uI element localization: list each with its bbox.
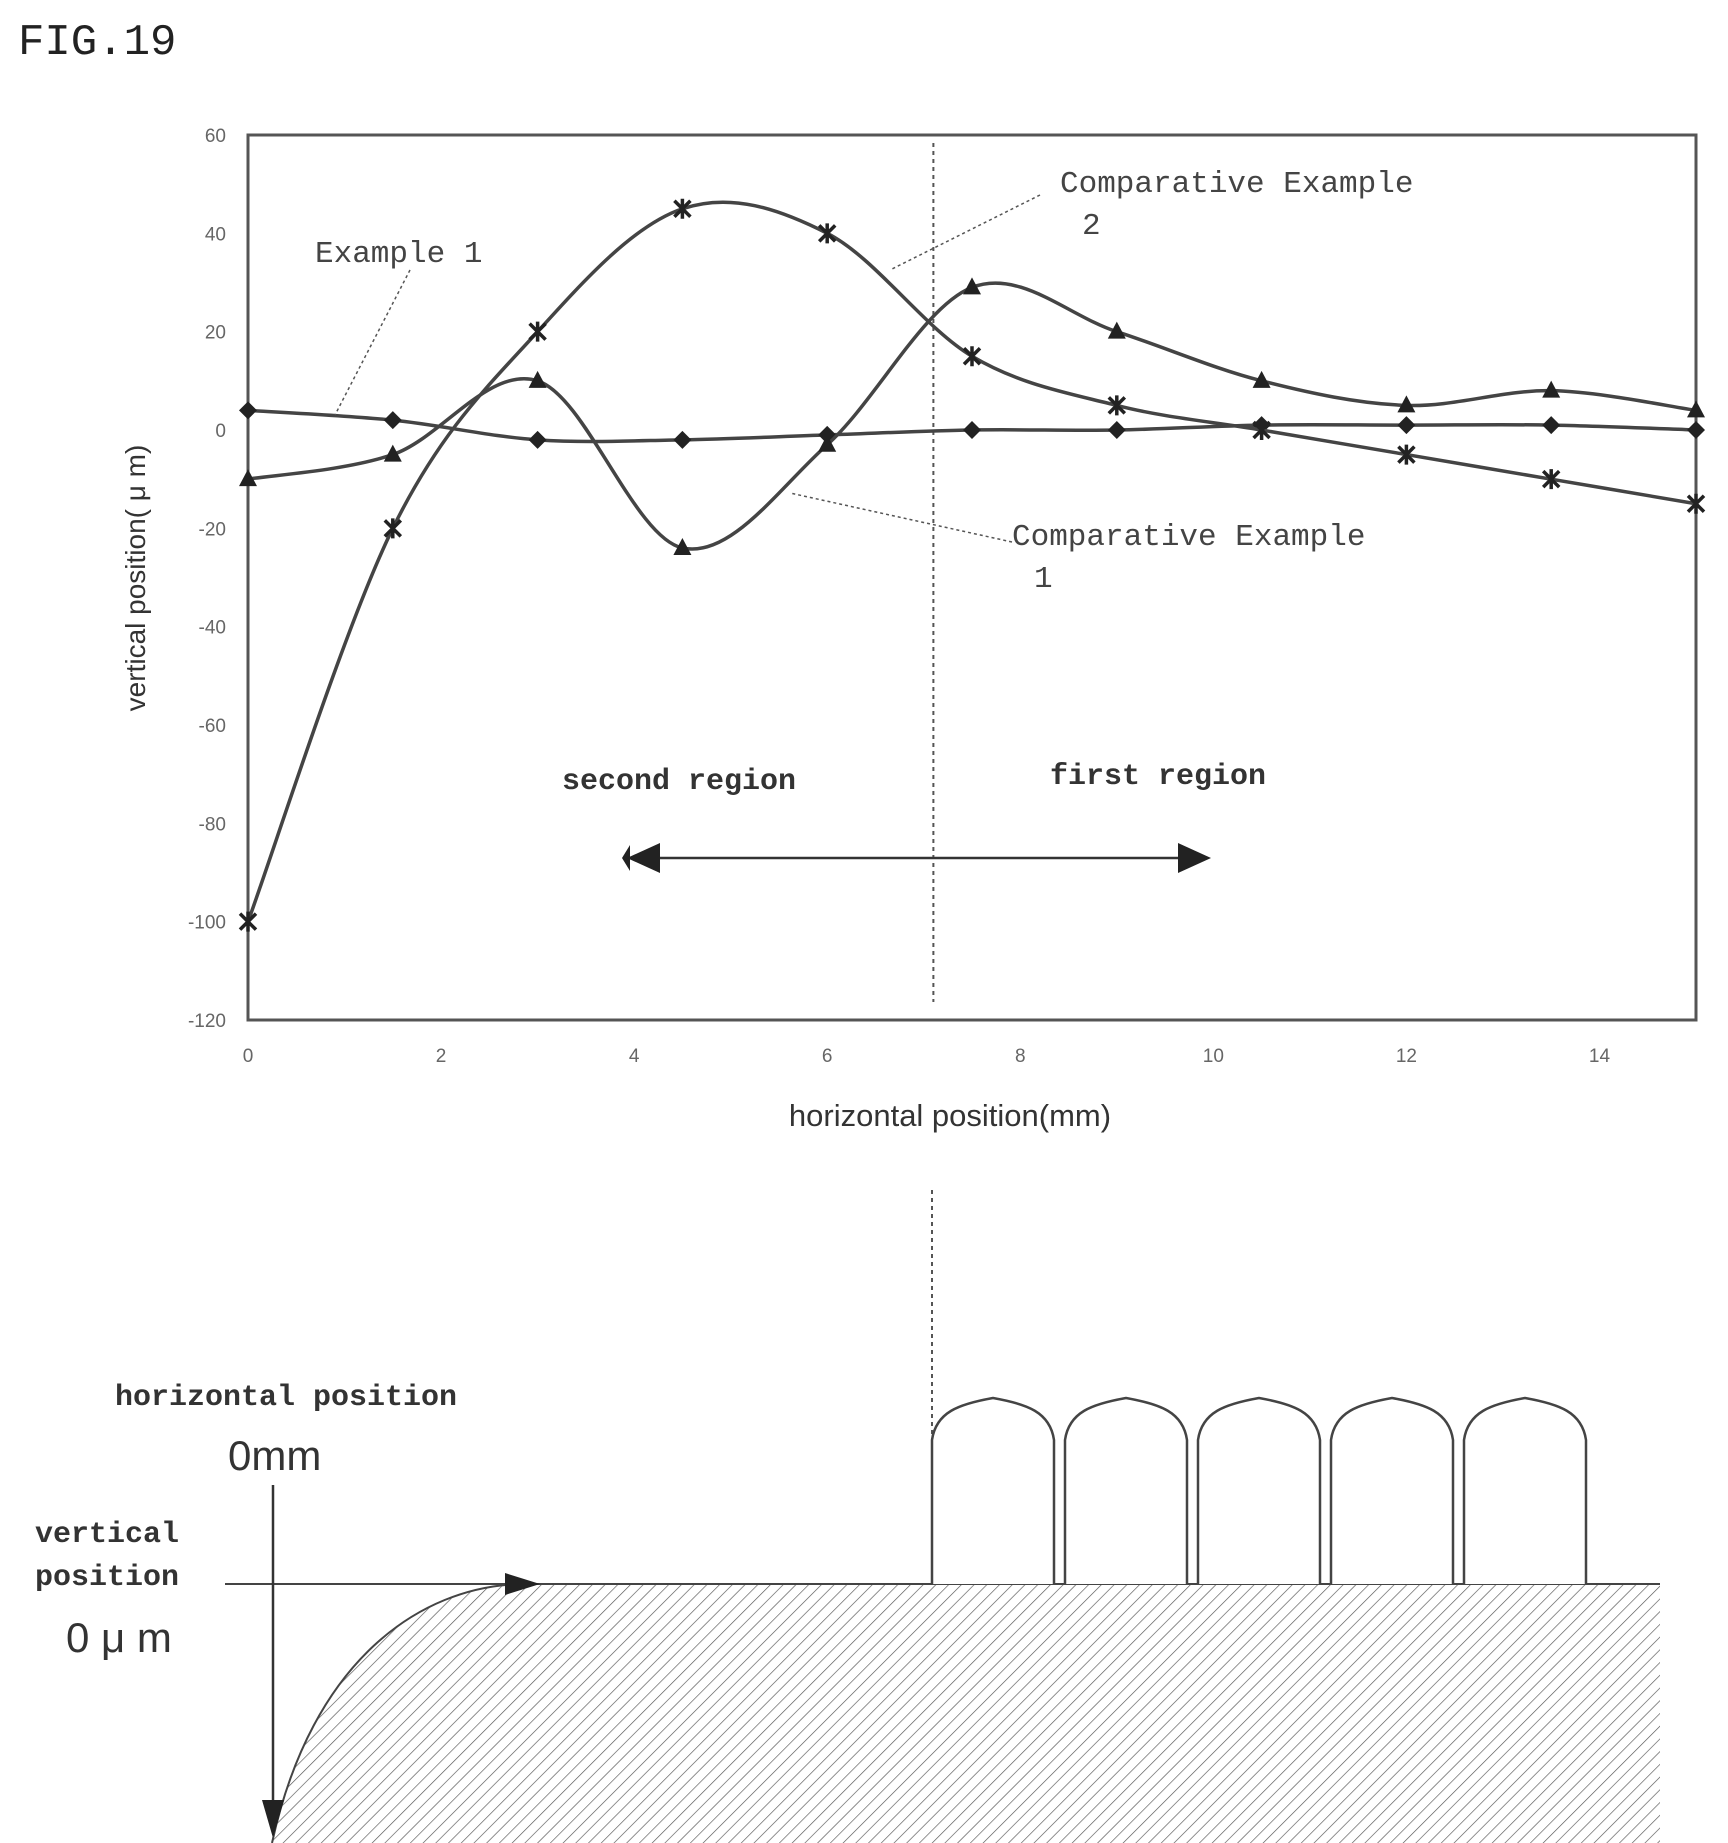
x-tick-label: 4 — [629, 1046, 640, 1067]
data-point-series-3 — [817, 223, 837, 244]
plot-frame — [246, 133, 1698, 1022]
data-point-series-2 — [383, 444, 402, 462]
x-tick-label: 6 — [822, 1046, 833, 1067]
data-point-series-3 — [962, 346, 982, 367]
y-tick-label: -40 — [199, 618, 226, 639]
data-point-series-1 — [963, 421, 981, 439]
data-point-series-2 — [818, 434, 837, 452]
y-axis-ticks: 60 40 20 0 -20 -40 -60 -80 -100 -120 — [188, 126, 226, 1032]
data-point-series-3 — [1686, 493, 1706, 514]
schematic: horizontal position 0mm vertical positio… — [35, 1190, 1660, 1843]
vertical-position-label-2: position — [35, 1561, 179, 1595]
label-comparative-2-line1: Comparative Example 2 — [1060, 167, 1413, 244]
bump — [1196, 1396, 1322, 1584]
region-arrow-right-tip — [1178, 843, 1211, 873]
y-tick-label: 0 — [215, 421, 226, 442]
data-point-series-3 — [528, 321, 547, 342]
y-axis-label: vertical position( μ m) — [120, 445, 151, 712]
horizontal-arrow-tip — [505, 1573, 540, 1595]
first-region-label: first region — [1050, 760, 1266, 794]
label-example-1: Example 1 — [315, 237, 482, 272]
data-point-series-3 — [1252, 420, 1271, 440]
x-tick-label: 14 — [1589, 1046, 1611, 1067]
y-tick-label: -60 — [199, 716, 226, 737]
y-tick-label: -120 — [188, 1011, 226, 1032]
region-arrow-left-head — [622, 845, 630, 871]
data-point-series-3 — [673, 198, 692, 219]
data-point-series-3 — [1541, 469, 1561, 490]
x-tick-label: 12 — [1396, 1046, 1417, 1067]
data-point-series-2 — [1107, 321, 1126, 339]
series-layer — [238, 198, 1706, 932]
data-point-series-1 — [673, 430, 692, 449]
series-line-2 — [247, 281, 1697, 551]
substrate — [272, 1584, 1660, 1843]
series-line-3 — [246, 200, 1697, 923]
x-tick-label: 8 — [1015, 1046, 1026, 1067]
y-tick-label: 60 — [205, 126, 226, 147]
y-tick-label: -80 — [199, 814, 226, 835]
data-point-series-1 — [1107, 421, 1126, 439]
data-point-series-2 — [963, 277, 981, 295]
data-point-series-2 — [1542, 380, 1561, 398]
horizontal-origin-label: 0mm — [228, 1432, 321, 1479]
bump — [1329, 1396, 1455, 1584]
region-arrow-left-tip — [627, 843, 660, 873]
data-point-series-3 — [1397, 444, 1416, 465]
bumps — [930, 1396, 1588, 1584]
data-point-series-2 — [528, 370, 547, 388]
y-tick-label: -20 — [199, 519, 226, 540]
data-point-series-3 — [383, 518, 403, 539]
vertical-position-label-1: vertical — [35, 1518, 179, 1552]
data-point-series-1 — [1687, 421, 1705, 439]
second-region-label: second region — [562, 765, 796, 799]
x-axis-label: horizontal position(mm) — [789, 1098, 1111, 1133]
data-point-series-3 — [1107, 395, 1127, 416]
data-point-series-2 — [1687, 400, 1705, 418]
data-point-series-2 — [1252, 370, 1271, 388]
data-point-series-2 — [1397, 395, 1416, 413]
horizontal-position-label: horizontal position — [115, 1381, 457, 1415]
bump — [1063, 1396, 1189, 1584]
bump — [930, 1396, 1056, 1584]
leader-example-1 — [334, 269, 411, 416]
data-point-series-2 — [673, 538, 692, 555]
label-comparative-1-line1: Comparative Example 1 — [1012, 520, 1365, 597]
data-point-series-1 — [239, 401, 257, 420]
data-point-series-3 — [238, 911, 258, 932]
y-tick-label: 40 — [205, 224, 226, 245]
data-point-series-2 — [239, 469, 257, 487]
leader-comparative-1 — [789, 492, 1013, 543]
x-tick-label: 10 — [1203, 1046, 1224, 1067]
data-point-series-1 — [1542, 416, 1561, 435]
y-tick-label: 20 — [205, 323, 226, 344]
substrate-surface — [271, 1583, 521, 1843]
vertical-origin-label: 0 μ m — [66, 1614, 172, 1661]
x-axis-ticks: 0 2 4 6 8 10 12 14 — [243, 1046, 1611, 1067]
data-point-series-1 — [383, 411, 402, 430]
y-tick-label: -100 — [188, 913, 226, 934]
data-point-series-1 — [528, 430, 547, 449]
vertical-arrow-tip — [262, 1800, 284, 1838]
bump — [1462, 1396, 1588, 1584]
x-tick-label: 0 — [243, 1046, 254, 1067]
leader-comparative-2 — [889, 194, 1041, 271]
x-tick-label: 2 — [436, 1046, 447, 1067]
figure-label: FIG.19 — [18, 18, 176, 68]
data-point-series-1 — [1397, 416, 1416, 435]
